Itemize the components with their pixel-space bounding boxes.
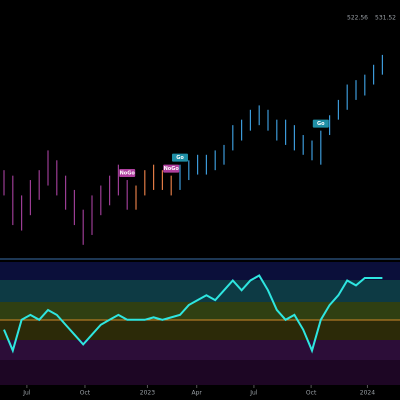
- band: [0, 302, 400, 320]
- annotation: Go: [176, 155, 184, 161]
- x-tick-label: Apr: [192, 390, 203, 397]
- price-label: 522.56: [347, 15, 368, 22]
- price-label: 531.52: [375, 15, 396, 22]
- x-tick-label: 2023: [140, 390, 155, 397]
- oscillator-bands: [0, 262, 400, 385]
- band: [0, 340, 400, 360]
- annotation-box: [312, 119, 329, 128]
- x-tick-label: 2024: [360, 390, 375, 397]
- x-tick-label: Jul: [249, 390, 258, 397]
- band: [0, 262, 400, 280]
- oscillator-line: [3, 274, 383, 354]
- annotation: Go: [317, 121, 325, 127]
- annotation-box: [163, 164, 180, 173]
- price-panel: [0, 0, 400, 258]
- band: [0, 320, 400, 340]
- annotation-box: [172, 153, 188, 162]
- x-tick-label: Oct: [306, 390, 317, 397]
- x-tick-label: Jul: [22, 390, 31, 397]
- annotation: NoGo: [120, 171, 136, 177]
- band: [0, 280, 400, 302]
- annotation-box: [119, 169, 136, 178]
- band: [0, 360, 400, 385]
- annotation: NoGo: [164, 166, 180, 172]
- x-tick-label: Oct: [80, 390, 91, 397]
